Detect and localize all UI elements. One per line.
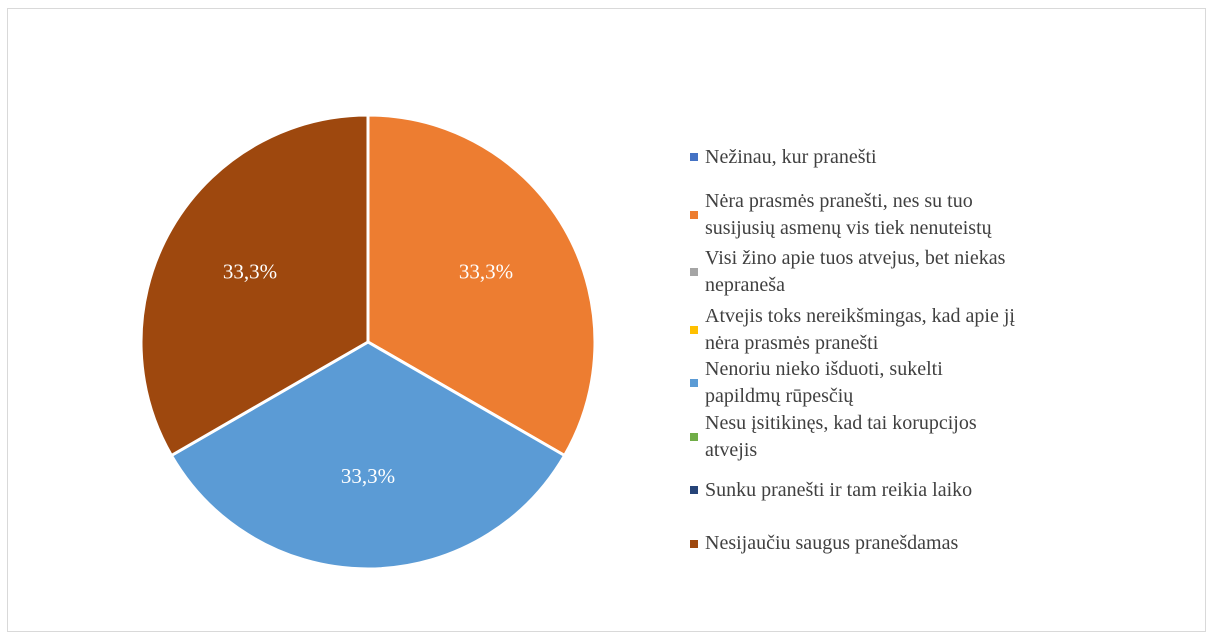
- legend-label: Nėra prasmės pranešti, nes su tuo susiju…: [705, 189, 992, 239]
- legend-label: Visi žino apie tuos atvejus, bet niekas …: [705, 247, 1006, 296]
- pie-slice: [366, 113, 597, 457]
- legend-swatch: [690, 268, 698, 276]
- legend-label: Nesu įsitikinęs, kad tai korupcijos atve…: [705, 411, 977, 461]
- legend-label: Nesijaučiu saugus pranešdamas: [705, 532, 959, 554]
- legend-item: Nesijaučiu saugus pranešdamas: [690, 517, 1020, 571]
- data-label: 33,3%: [341, 464, 395, 488]
- legend-swatch: [690, 539, 698, 548]
- legend-label: Nenoriu nieko išduoti, sukelti papildmų …: [705, 358, 943, 407]
- legend-swatch: [690, 153, 698, 161]
- legend-label: Nežinau, kur pranešti: [705, 145, 877, 168]
- legend-label: Sunku pranešti ir tam reikia laiko: [705, 478, 973, 501]
- legend-item: Nežinau, kur pranešti: [690, 130, 1020, 184]
- data-label: 33,3%: [223, 260, 277, 284]
- legend-item: Nesu įsitikinęs, kad tai korupcijos atve…: [690, 410, 1020, 464]
- legend-item: Nenoriu nieko išduoti, sukelti papildmų …: [690, 356, 1020, 410]
- pie-slice: [139, 113, 370, 457]
- legend-swatch: [690, 379, 698, 387]
- legend-swatch: [690, 432, 698, 441]
- legend-item: Atvejis toks nereikšmingas, kad apie jį …: [690, 303, 1020, 357]
- legend-item: Nėra prasmės pranešti, nes su tuo susiju…: [690, 188, 1020, 242]
- legend-item: Sunku pranešti ir tam reikia laiko: [690, 463, 1020, 517]
- legend-swatch: [690, 486, 698, 494]
- legend-label: Atvejis toks nereikšmingas, kad apie jį …: [705, 304, 1015, 354]
- legend-item: Visi žino apie tuos atvejus, bet niekas …: [690, 245, 1020, 299]
- legend-swatch: [690, 325, 698, 334]
- data-label: 33,3%: [459, 260, 513, 284]
- legend-swatch: [690, 210, 698, 219]
